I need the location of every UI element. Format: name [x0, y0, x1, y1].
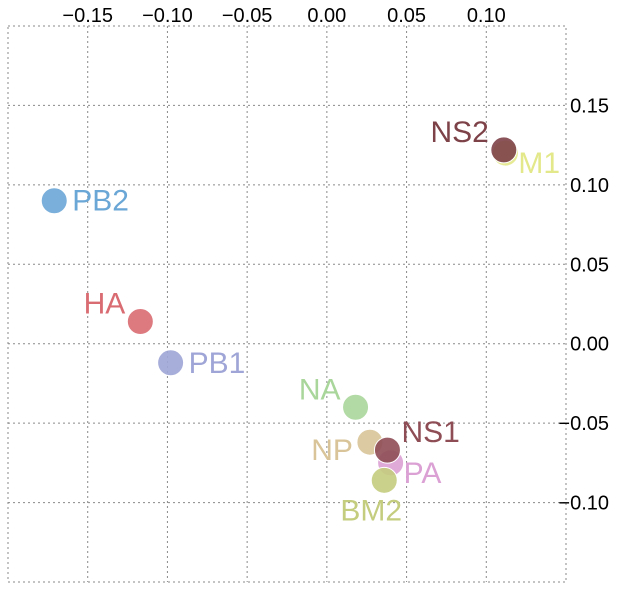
y-tick-label: −0.10 [558, 493, 609, 515]
point-label: NS1 [401, 416, 459, 449]
data-point [342, 393, 370, 421]
x-tick-label: 0.10 [467, 5, 506, 27]
data-point [157, 349, 185, 377]
y-tick-label: 0.05 [570, 254, 609, 276]
point-label: NP [311, 434, 353, 467]
y-tick-label: −0.05 [558, 413, 609, 435]
data-point [40, 187, 68, 215]
data-point [373, 436, 401, 464]
y-tick-label: 0.15 [570, 95, 609, 117]
point-label: NA [299, 373, 341, 406]
x-tick-label: 0.00 [307, 5, 346, 27]
x-tick-label: 0.05 [387, 5, 426, 27]
grid [7, 25, 567, 583]
data-point [490, 136, 518, 164]
plot-border [7, 25, 567, 583]
point-label: HA [84, 287, 126, 320]
data-point [126, 307, 154, 335]
y-tick-label: 0.10 [570, 175, 609, 197]
x-tick-label: −0.15 [62, 5, 113, 27]
points [40, 136, 519, 494]
x-tick-label: −0.05 [222, 5, 273, 27]
point-label: PA [404, 457, 442, 490]
y-tick-label: 0.00 [570, 334, 609, 356]
point-label: NS2 [430, 116, 488, 149]
data-point [370, 466, 398, 494]
point-label: PB1 [189, 347, 246, 380]
point-label: PB2 [72, 185, 129, 218]
point-label: BM2 [340, 494, 402, 527]
point-label: M1 [518, 147, 560, 180]
x-tick-label: −0.10 [142, 5, 193, 27]
